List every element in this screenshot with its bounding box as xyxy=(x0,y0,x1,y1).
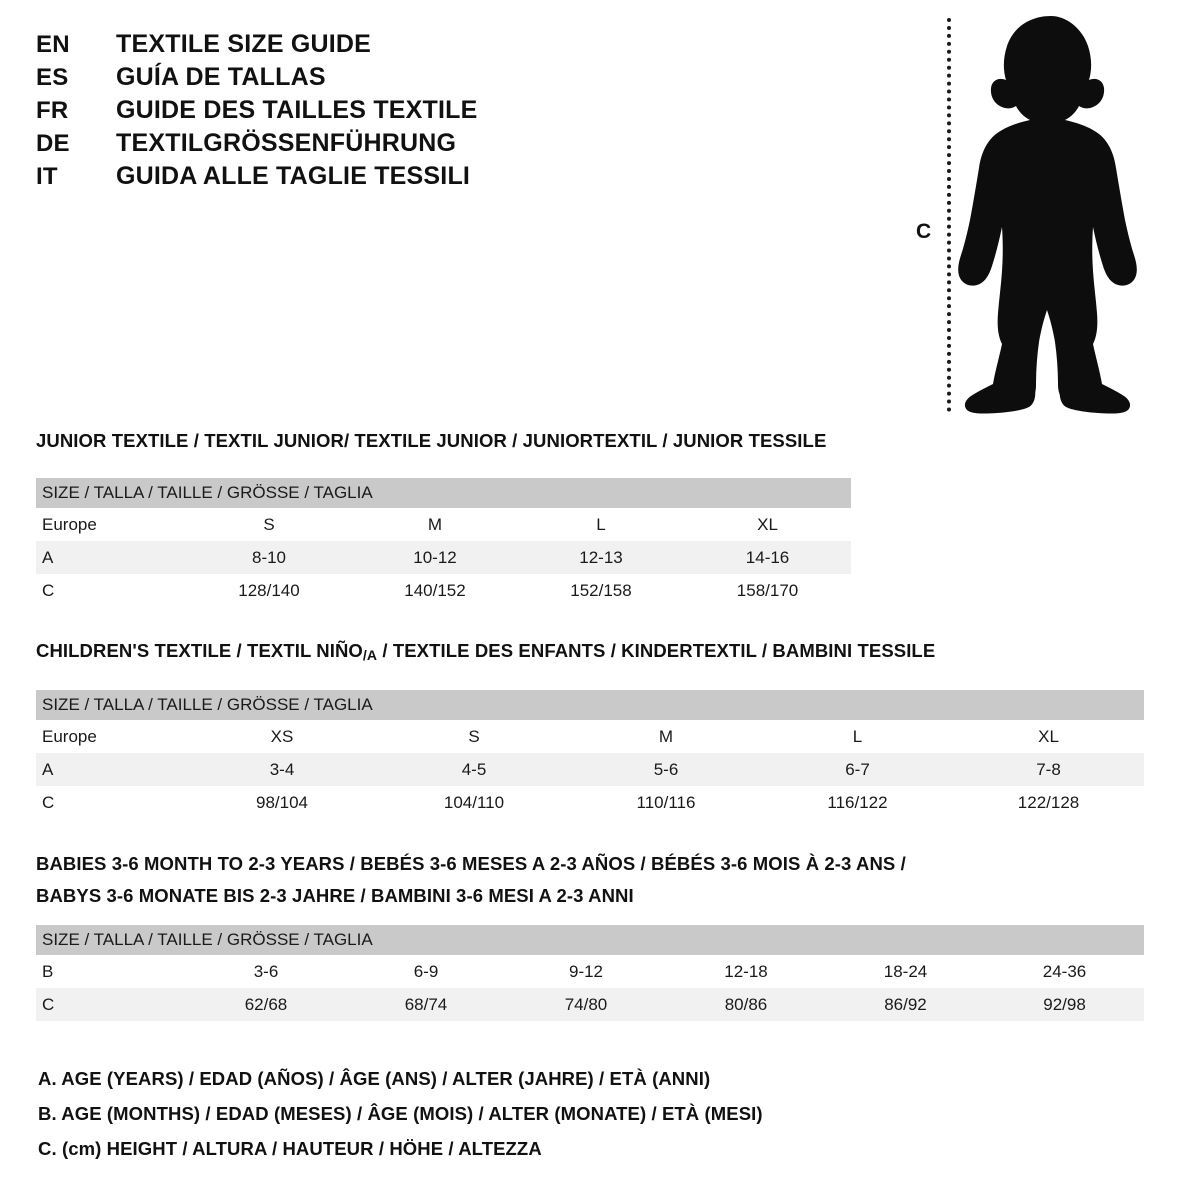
language-row-de: DE TEXTILGRÖSSENFÜHRUNG xyxy=(36,129,596,162)
babies-height-2: 68/74 xyxy=(346,988,506,1021)
children-height-xs: 98/104 xyxy=(186,786,378,819)
junior-row-label-europe: Europe xyxy=(36,508,186,541)
language-code-fr: FR xyxy=(36,97,69,124)
children-title-sub: /A xyxy=(362,647,378,663)
babies-band-label: SIZE / TALLA / TAILLE / GRÖSSE / TAGLIA xyxy=(36,925,1145,955)
language-title-de: TEXTILGRÖSSENFÜHRUNG xyxy=(116,129,457,157)
babies-height-6: 92/98 xyxy=(985,988,1145,1021)
junior-size-m: M xyxy=(352,508,518,541)
children-band-label: SIZE / TALLA / TAILLE / GRÖSSE / TAGLIA xyxy=(36,690,1145,720)
junior-row-label-c: C xyxy=(36,574,186,607)
language-title-it: GUIDA ALLE TAGLIE TESSILI xyxy=(116,162,471,190)
babies-table-band: SIZE / TALLA / TAILLE / GRÖSSE / TAGLIA xyxy=(36,925,1145,955)
section-title-babies-line1: BABIES 3-6 MONTH TO 2-3 YEARS / BEBÉS 3-… xyxy=(36,853,906,874)
toddler-silhouette-icon xyxy=(958,16,1137,414)
babies-months-4: 12-18 xyxy=(666,955,826,988)
babies-months-2: 6-9 xyxy=(346,955,506,988)
junior-row-label-a: A xyxy=(36,541,186,574)
table-row: Europe XS S M L XL xyxy=(36,720,1145,753)
babies-months-5: 18-24 xyxy=(826,955,985,988)
babies-row-label-c: C xyxy=(36,988,186,1021)
height-axis-label: C xyxy=(916,220,932,243)
legend-line-c: C. (cm) HEIGHT / ALTURA / HAUTEUR / HÖHE… xyxy=(38,1138,542,1159)
babies-months-1: 3-6 xyxy=(186,955,346,988)
children-size-xs: XS xyxy=(186,720,378,753)
language-title-en: TEXTILE SIZE GUIDE xyxy=(116,30,372,58)
measurement-legend: A. AGE (YEARS) / EDAD (AÑOS) / ÂGE (ANS)… xyxy=(38,1068,938,1173)
language-code-de: DE xyxy=(36,130,70,157)
children-age-xs: 3-4 xyxy=(186,753,378,786)
children-height-xl: 122/128 xyxy=(953,786,1145,819)
junior-table-band: SIZE / TALLA / TAILLE / GRÖSSE / TAGLIA xyxy=(36,478,852,508)
children-height-l: 116/122 xyxy=(762,786,953,819)
children-age-xl: 7-8 xyxy=(953,753,1145,786)
babies-months-3: 9-12 xyxy=(506,955,666,988)
junior-height-l: 152/158 xyxy=(518,574,684,607)
children-row-label-a: A xyxy=(36,753,186,786)
section-title-babies-line2: BABYS 3-6 MONATE BIS 2-3 JAHRE / BAMBINI… xyxy=(36,885,634,906)
children-title-part1: CHILDREN'S TEXTILE / TEXTIL NIÑO xyxy=(36,640,363,661)
babies-height-1: 62/68 xyxy=(186,988,346,1021)
legend-line-a: A. AGE (YEARS) / EDAD (AÑOS) / ÂGE (ANS)… xyxy=(38,1068,711,1089)
section-title-junior: JUNIOR TEXTILE / TEXTIL JUNIOR/ TEXTILE … xyxy=(36,430,827,451)
children-table-band: SIZE / TALLA / TAILLE / GRÖSSE / TAGLIA xyxy=(36,690,1145,720)
section-title-children: CHILDREN'S TEXTILE / TEXTIL NIÑO/A / TEX… xyxy=(36,640,935,663)
babies-height-3: 74/80 xyxy=(506,988,666,1021)
junior-size-l: L xyxy=(518,508,684,541)
language-row-en: EN TEXTILE SIZE GUIDE xyxy=(36,30,596,63)
children-age-s: 4-5 xyxy=(378,753,570,786)
language-title-es: GUÍA DE TALLAS xyxy=(116,63,326,91)
table-row: A 8-10 10-12 12-13 14-16 xyxy=(36,541,852,574)
babies-height-5: 86/92 xyxy=(826,988,985,1021)
language-title-fr: GUIDE DES TAILLES TEXTILE xyxy=(116,96,478,124)
junior-age-m: 10-12 xyxy=(352,541,518,574)
legend-line-b: B. AGE (MONTHS) / EDAD (MESES) / ÂGE (MO… xyxy=(38,1103,763,1124)
table-row: A 3-4 4-5 5-6 6-7 7-8 xyxy=(36,753,1145,786)
children-height-s: 104/110 xyxy=(378,786,570,819)
table-row: Europe S M L XL xyxy=(36,508,852,541)
children-size-table: SIZE / TALLA / TAILLE / GRÖSSE / TAGLIA … xyxy=(36,690,1145,819)
babies-row-label-b: B xyxy=(36,955,186,988)
children-height-m: 110/116 xyxy=(570,786,762,819)
language-row-it: IT GUIDA ALLE TAGLIE TESSILI xyxy=(36,162,596,195)
language-row-es: ES GUÍA DE TALLAS xyxy=(36,63,596,96)
children-row-label-c: C xyxy=(36,786,186,819)
language-header-block: EN TEXTILE SIZE GUIDE ES GUÍA DE TALLAS … xyxy=(36,30,596,195)
children-size-xl: XL xyxy=(953,720,1145,753)
table-row: C 128/140 140/152 152/158 158/170 xyxy=(36,574,852,607)
babies-months-6: 24-36 xyxy=(985,955,1145,988)
children-title-part2: / TEXTILE DES ENFANTS / KINDERTEXTIL / B… xyxy=(377,640,936,661)
junior-age-xl: 14-16 xyxy=(684,541,852,574)
junior-height-s: 128/140 xyxy=(186,574,352,607)
babies-size-table: SIZE / TALLA / TAILLE / GRÖSSE / TAGLIA … xyxy=(36,925,1145,1021)
junior-height-xl: 158/170 xyxy=(684,574,852,607)
junior-size-xl: XL xyxy=(684,508,852,541)
children-size-s: S xyxy=(378,720,570,753)
children-age-m: 5-6 xyxy=(570,753,762,786)
table-row: C 98/104 104/110 110/116 116/122 122/128 xyxy=(36,786,1145,819)
junior-band-label: SIZE / TALLA / TAILLE / GRÖSSE / TAGLIA xyxy=(36,478,852,508)
language-row-fr: FR GUIDE DES TAILLES TEXTILE xyxy=(36,96,596,129)
language-code-it: IT xyxy=(36,163,58,190)
children-row-label-europe: Europe xyxy=(36,720,186,753)
language-code-es: ES xyxy=(36,64,69,91)
junior-age-l: 12-13 xyxy=(518,541,684,574)
children-size-l: L xyxy=(762,720,953,753)
table-row: C 62/68 68/74 74/80 80/86 86/92 92/98 xyxy=(36,988,1145,1021)
junior-size-table: SIZE / TALLA / TAILLE / GRÖSSE / TAGLIA … xyxy=(36,478,852,607)
height-dotted-line xyxy=(947,18,951,412)
children-size-m: M xyxy=(570,720,762,753)
children-age-l: 6-7 xyxy=(762,753,953,786)
babies-height-4: 80/86 xyxy=(666,988,826,1021)
junior-age-s: 8-10 xyxy=(186,541,352,574)
junior-height-m: 140/152 xyxy=(352,574,518,607)
table-row: B 3-6 6-9 9-12 12-18 18-24 24-36 xyxy=(36,955,1145,988)
language-code-en: EN xyxy=(36,31,70,58)
junior-size-s: S xyxy=(186,508,352,541)
height-measurement-figure: C xyxy=(900,0,1150,430)
